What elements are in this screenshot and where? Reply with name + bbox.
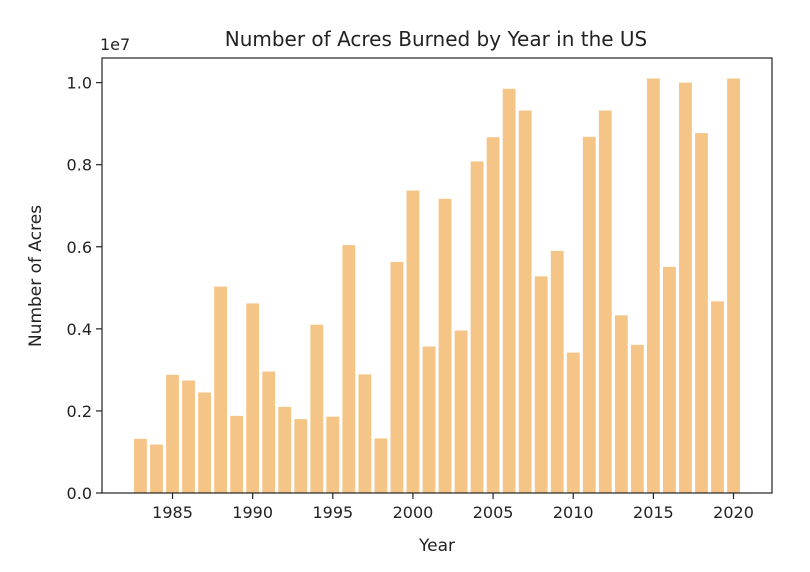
bar-2017 bbox=[679, 82, 692, 494]
bar-2014 bbox=[630, 344, 644, 493]
bar-2019 bbox=[711, 301, 724, 493]
bar-2015 bbox=[646, 78, 660, 494]
bar-1993 bbox=[294, 419, 308, 493]
bar-2002 bbox=[438, 198, 452, 493]
bar-1985 bbox=[166, 374, 179, 493]
bar-1986 bbox=[182, 380, 195, 493]
x-tick-label-1995: 1995 bbox=[312, 503, 353, 522]
bar-2020 bbox=[727, 78, 740, 494]
bar-2012 bbox=[598, 110, 612, 493]
bar-1983 bbox=[134, 438, 147, 493]
x-tick-label-1985: 1985 bbox=[152, 503, 193, 522]
bar-2018 bbox=[695, 133, 708, 493]
x-axis: 1985 1990 1995 2000 2005 2010 2015 2020 bbox=[152, 493, 754, 522]
y-tick-label-1.0: 1.0 bbox=[67, 74, 92, 93]
bar-2001 bbox=[422, 346, 436, 493]
bar-1998 bbox=[374, 438, 388, 493]
y-axis-title: Number of Acres bbox=[26, 205, 46, 347]
bar-2004 bbox=[470, 161, 484, 494]
bar-2007 bbox=[518, 110, 532, 493]
bar-1988 bbox=[214, 286, 228, 493]
bars-group bbox=[134, 78, 740, 494]
bar-2009 bbox=[550, 250, 564, 493]
bar-1990 bbox=[246, 303, 260, 493]
x-tick-label-1990: 1990 bbox=[232, 503, 273, 522]
x-tick-label-2015: 2015 bbox=[633, 503, 674, 522]
bar-1999 bbox=[390, 261, 404, 493]
bar-2000 bbox=[406, 190, 420, 494]
bar-1995 bbox=[326, 416, 340, 493]
bar-2005 bbox=[486, 137, 500, 493]
y-axis: 0.0 0.2 0.4 0.6 0.8 1.0 bbox=[67, 74, 102, 503]
y-scale-label: 1e7 bbox=[100, 35, 130, 54]
plot-frame bbox=[101, 57, 773, 494]
chart-title: Number of Acres Burned by Year in the US bbox=[225, 27, 648, 51]
y-tick-label-0.4: 0.4 bbox=[67, 320, 92, 339]
bar-1991 bbox=[262, 371, 276, 493]
bar-1984 bbox=[150, 444, 163, 493]
bar-2008 bbox=[534, 276, 548, 493]
bar-1989 bbox=[230, 415, 244, 493]
bar-2011 bbox=[582, 136, 596, 494]
x-tick-label-2020: 2020 bbox=[713, 503, 754, 522]
bar-1994 bbox=[310, 324, 324, 493]
y-tick-label-0.8: 0.8 bbox=[67, 156, 92, 175]
bar-2006 bbox=[502, 88, 516, 493]
y-tick-label-0.2: 0.2 bbox=[67, 402, 92, 421]
x-tick-label-2000: 2000 bbox=[393, 503, 434, 522]
y-tick-label-0.0: 0.0 bbox=[67, 484, 92, 503]
bar-2013 bbox=[614, 315, 628, 493]
x-tick-label-2005: 2005 bbox=[473, 503, 514, 522]
x-axis-title: Year bbox=[418, 536, 455, 556]
y-tick-label-0.6: 0.6 bbox=[67, 238, 92, 257]
bar-2010 bbox=[566, 352, 580, 493]
x-tick-label-2010: 2010 bbox=[553, 503, 594, 522]
bar-1996 bbox=[342, 245, 356, 493]
bar-1987 bbox=[198, 392, 211, 493]
bar-2016 bbox=[663, 266, 676, 493]
bar-2003 bbox=[454, 330, 468, 493]
bar-1997 bbox=[358, 374, 372, 493]
bar-1992 bbox=[278, 406, 292, 493]
